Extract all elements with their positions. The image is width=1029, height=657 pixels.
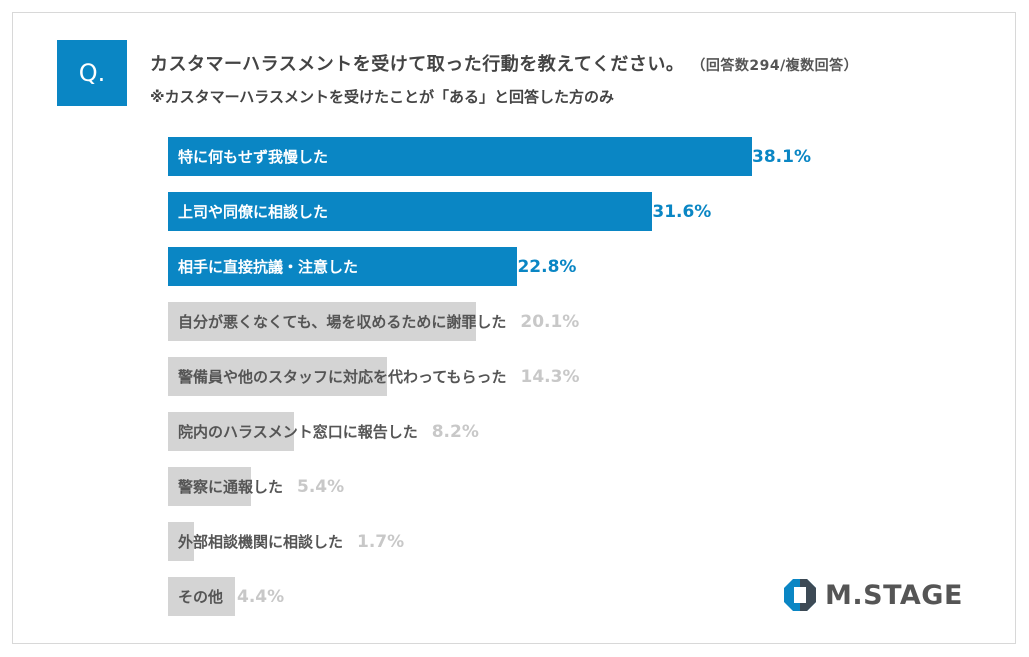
question-badge: Q. [57, 40, 127, 106]
value-label: 8.2% [431, 421, 479, 442]
mstage-logo: M.STAGE [783, 578, 963, 612]
logo-mark-icon [784, 579, 816, 611]
bar [168, 577, 236, 616]
bar [168, 522, 195, 561]
chart-frame [12, 12, 1016, 644]
bar-row: 外部相談機関に相談した 1.7% [168, 522, 404, 561]
bar [168, 247, 518, 286]
category-label: 特に何もせず我慢した [178, 148, 329, 166]
category-label: その他 [178, 588, 224, 606]
title-text: カスタマーハラスメントを受けて取った行動を教えてください。 [150, 54, 685, 75]
bar [168, 357, 388, 396]
bar [168, 137, 752, 176]
bar [168, 412, 294, 451]
value-label: 22.8% [517, 256, 577, 277]
bar [168, 467, 251, 506]
bar [168, 192, 653, 231]
category-label: 上司や同僚に相談した [178, 203, 329, 221]
logo-text: M.STAGE [825, 579, 963, 611]
value-label: 1.7% [357, 531, 405, 552]
value-label: 38.1% [752, 146, 811, 167]
category-label: 院内のハラスメント窓口に報告した [178, 423, 418, 441]
category-label: 警備員や他のスタッフに対応を代わってもらった [178, 368, 507, 386]
bar-row: 警察に通報した 5.4% [168, 467, 344, 506]
bar-row: 相手に直接抗議・注意した 22.8% [168, 247, 576, 286]
bar-row: 院内のハラスメント窓口に報告した 8.2% [168, 412, 479, 451]
chart-title: カスタマーハラスメントを受けて取った行動を教えてください。 （回答数294/複数回… [150, 50, 858, 76]
bar-row: 自分が悪くなくても、場を収めるために謝罪した 20.1% [168, 302, 579, 341]
bar-row: 上司や同僚に相談した 31.6% [168, 192, 711, 231]
category-label: 外部相談機関に相談した [178, 533, 344, 551]
category-label: 自分が悪くなくても、場を収めるために謝罪した [178, 313, 507, 331]
value-label: 31.6% [652, 201, 712, 222]
bar-row: 警備員や他のスタッフに対応を代わってもらった 14.3% [168, 357, 580, 396]
value-label: 5.4% [297, 476, 345, 497]
category-label: 相手に直接抗議・注意した [178, 258, 359, 276]
value-label: 4.4% [237, 586, 285, 607]
bar-row: 特に何もせず我慢した 38.1% [168, 137, 811, 176]
chart-subtitle: ※カスタマーハラスメントを受けたことが「ある」と回答した方のみ [150, 88, 614, 106]
value-label: 14.3% [520, 366, 580, 387]
value-label: 20.1% [520, 311, 580, 332]
bar-row: その他 4.4% [168, 577, 284, 616]
respondent-note: （回答数294/複数回答） [698, 58, 859, 74]
category-label: 警察に通報した [178, 478, 284, 496]
bar [168, 302, 477, 341]
